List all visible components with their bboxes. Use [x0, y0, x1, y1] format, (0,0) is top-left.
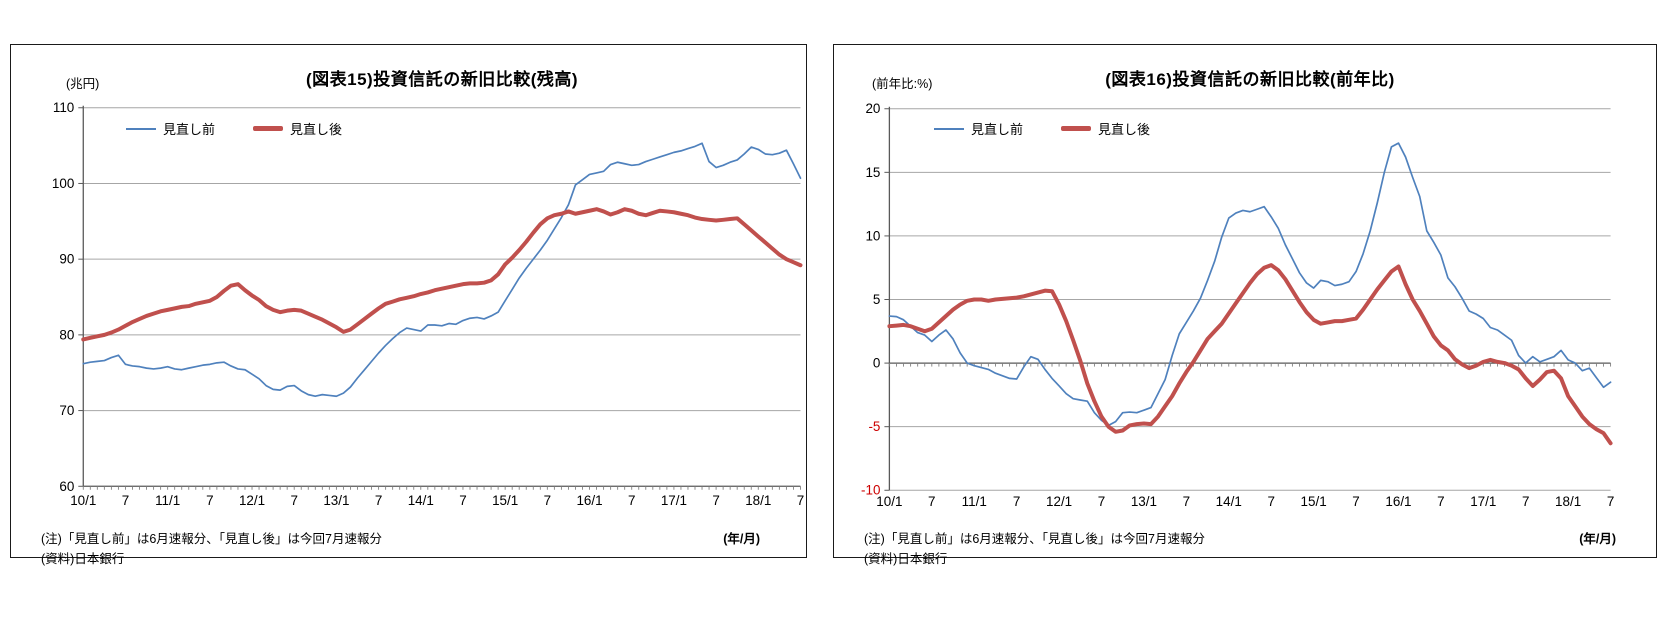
y-axis-unit-label: (兆円) [66, 77, 100, 91]
legend-label: 見直し後 [1098, 122, 1151, 137]
x-tick-label: 7 [290, 493, 297, 508]
x-tick-label: 7 [1267, 494, 1274, 509]
x-tick-label: 12/1 [239, 493, 265, 508]
chart-title: (図表16)投資信託の新旧比較(前年比) [1105, 70, 1395, 89]
x-tick-label: 14/1 [1216, 494, 1242, 509]
x-tick-label: 7 [459, 493, 466, 508]
chart-panel-balance: 60 70 80 90 100 110 10/1 7 11/1 7 12/1 7 13/1 7 14/1 7 1… [10, 44, 807, 566]
x-tick-label: 13/1 [1131, 494, 1157, 509]
legend-item-before-revision: 見直し前 [934, 119, 1023, 138]
x-axis-unit-label: (年/月) [1579, 532, 1616, 546]
x-tick-label: 18/1 [1555, 494, 1581, 509]
line-after-revision[interactable] [81, 207, 803, 342]
x-tick-label: 11/1 [155, 493, 180, 508]
legend-label: 見直し前 [163, 122, 216, 137]
x-tick-label: 10/1 [70, 493, 96, 508]
chart-panel-yoy: -10 -5 0 5 10 15 20 10/1 7 11/1 7 12/1 7 13/1 7 14/1 7 15… [833, 44, 1657, 566]
y-tick-label: 15 [865, 165, 880, 180]
y-tick-label: 90 [59, 252, 74, 267]
x-tick-label: 7 [928, 494, 935, 509]
x-tick-label: 7 [1607, 494, 1614, 509]
x-tick-label: 7 [712, 493, 719, 508]
line-after-revision[interactable] [887, 263, 1613, 446]
x-tick-label: 11/1 [962, 494, 987, 509]
y-tick-label: 0 [873, 356, 880, 371]
blue-line-swatch-icon [126, 127, 156, 130]
x-tick-label: 13/1 [323, 493, 349, 508]
line-before-revision[interactable] [82, 142, 802, 398]
legend-item-after-revision: 見直し後 [1061, 119, 1150, 138]
balance-chart-plot: 60 70 80 90 100 110 10/1 7 11/1 7 12/1 7 13/1 7 14/1 7 1… [52, 100, 804, 508]
x-tick-label: 7 [1437, 494, 1444, 509]
y-tick-label: -5 [868, 419, 880, 434]
y-tick-label: 20 [865, 101, 880, 116]
legend: 見直し前 見直し後 [934, 119, 1150, 138]
x-tick-label: 7 [628, 493, 635, 508]
legend-item-before-revision: 見直し前 [126, 119, 215, 138]
y-tick-label: 100 [52, 176, 74, 191]
x-tick-label: 15/1 [492, 493, 518, 508]
note-source: (資料)日本銀行 [864, 552, 948, 566]
x-tick-label: 7 [544, 493, 551, 508]
red-line-swatch-icon [1061, 126, 1092, 131]
legend-label: 見直し後 [290, 122, 343, 137]
x-tick-label: 7 [1352, 494, 1359, 509]
x-tick-label: 7 [1098, 494, 1105, 509]
legend-label: 見直し前 [971, 122, 1024, 137]
line-before-revision[interactable] [888, 142, 1612, 427]
blue-line-swatch-icon [934, 127, 964, 130]
note-source: (資料)日本銀行 [41, 552, 125, 566]
x-tick-label: 17/1 [661, 493, 687, 508]
x-tick-label: 15/1 [1301, 494, 1327, 509]
legend: 見直し前 見直し後 [126, 119, 342, 138]
y-tick-label: -10 [861, 483, 880, 498]
note-revision-definitions: (注)「見直し前」は6月速報分、「見直し後」は今回7月速報分 [41, 532, 382, 546]
x-tick-label: 18/1 [745, 493, 771, 508]
x-tick-label: 16/1 [576, 493, 602, 508]
x-tick-label: 7 [797, 493, 804, 508]
y-tick-label: 110 [53, 100, 74, 115]
note-revision-definitions: (注)「見直し前」は6月速報分、「見直し後」は今回7月速報分 [864, 532, 1205, 546]
x-tick-label: 7 [1522, 494, 1529, 509]
y-axis-unit-label: (前年比:%) [872, 77, 933, 91]
x-tick-label: 7 [1013, 494, 1020, 509]
x-tick-label: 10/1 [876, 494, 902, 509]
x-tick-label: 7 [206, 493, 213, 508]
x-axis-unit-label: (年/月) [723, 532, 760, 546]
x-tick-label: 12/1 [1046, 494, 1072, 509]
x-tick-label: 7 [1183, 494, 1190, 509]
y-tick-label: 10 [865, 228, 880, 243]
y-tick-label: 5 [873, 292, 880, 307]
x-tick-label: 7 [375, 493, 382, 508]
chart-title: (図表15)投資信託の新旧比較(残高) [305, 70, 579, 89]
x-tick-label: 7 [122, 493, 129, 508]
legend-item-after-revision: 見直し後 [253, 119, 342, 138]
x-tick-label: 17/1 [1470, 494, 1496, 509]
y-tick-label: 80 [59, 327, 74, 342]
x-tick-label: 16/1 [1385, 494, 1411, 509]
x-tick-label: 14/1 [408, 493, 434, 508]
y-tick-label: 60 [59, 479, 74, 494]
y-tick-label: 70 [59, 403, 74, 418]
yoy-chart-plot: -10 -5 0 5 10 15 20 10/1 7 11/1 7 12/1 7 13/1 7 14/1 7 15… [861, 101, 1614, 509]
red-line-swatch-icon [253, 126, 284, 131]
